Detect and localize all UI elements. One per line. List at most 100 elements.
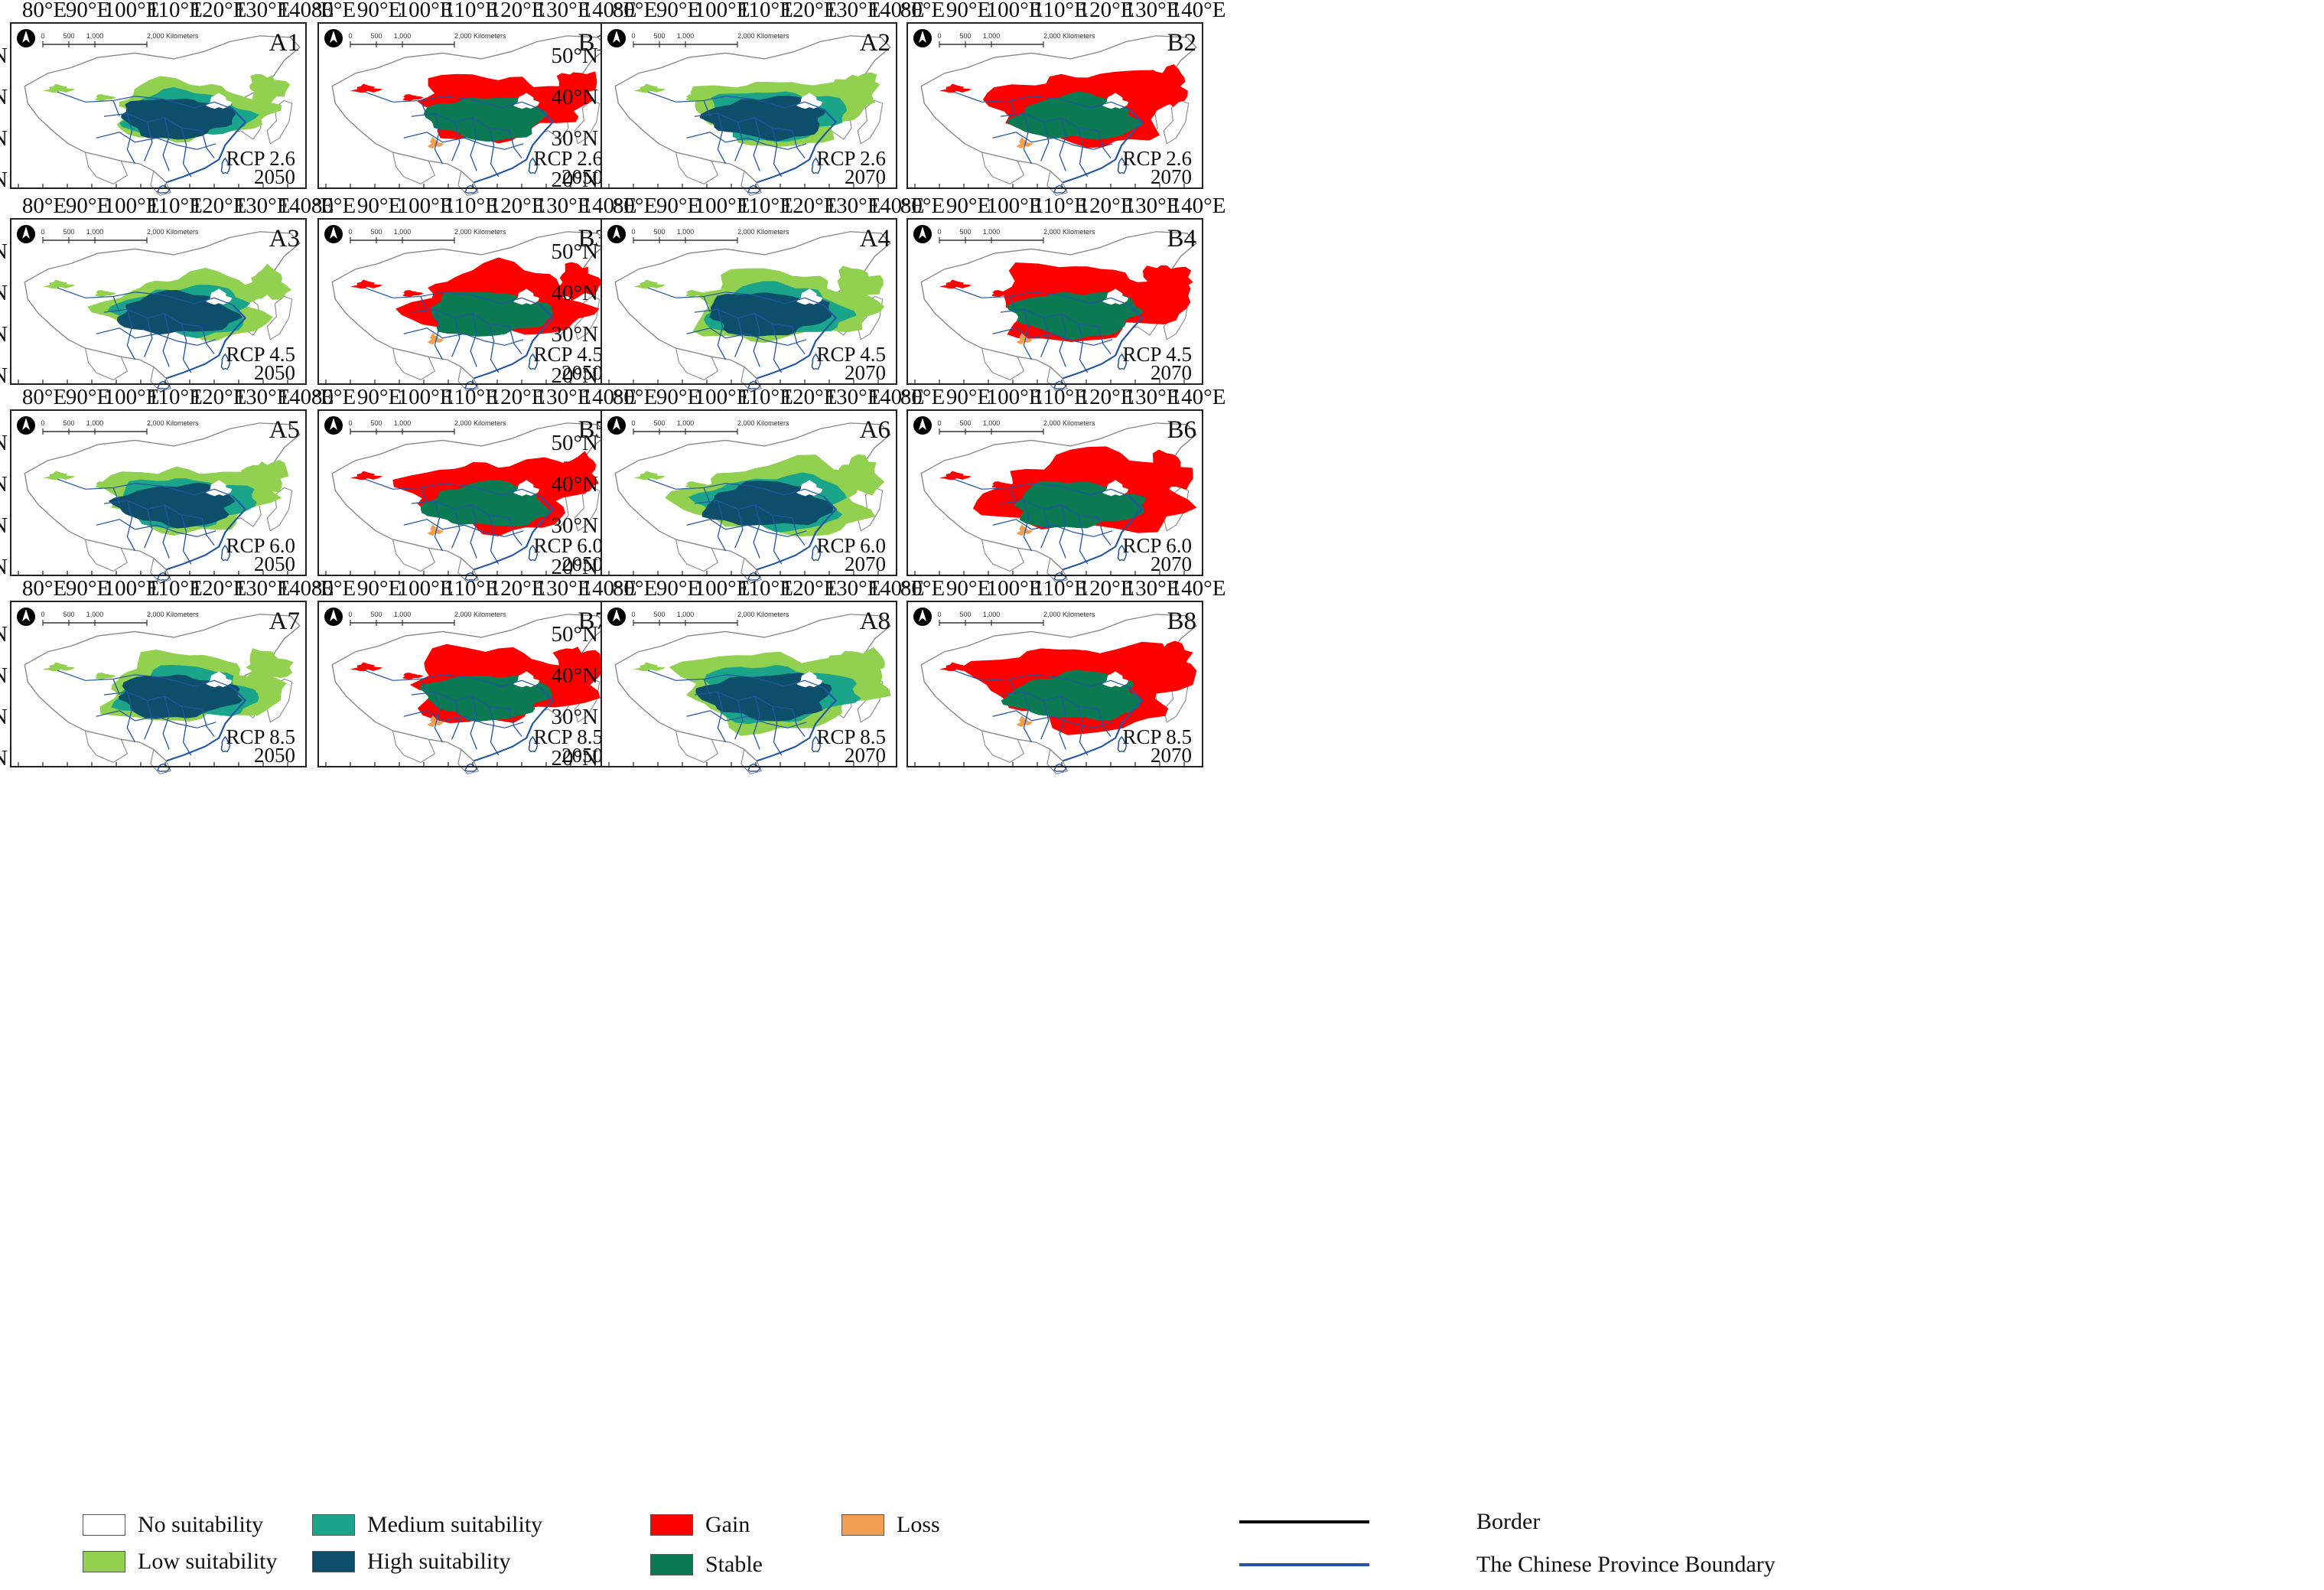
scale-tick-label: 0 [348, 611, 352, 618]
legend-high-suitability: High suitability [312, 1549, 511, 1575]
province-boundary [112, 487, 120, 504]
province-boundary [647, 670, 726, 681]
legend-border: Border [1239, 1509, 1540, 1535]
province-boundary [181, 705, 192, 756]
province-boundary [470, 313, 477, 367]
province-boundary [509, 709, 522, 737]
year-label: 2070 [845, 744, 886, 767]
taiwan-outline [811, 735, 822, 753]
scale-bar: 0 500 1,000 2,000 Kilometers [348, 32, 506, 47]
lon-label: 110°E [1033, 576, 1088, 601]
panel-id-label: A5 [269, 416, 300, 444]
taiwan-outline [528, 735, 539, 753]
taiwan-outline [528, 353, 539, 370]
taiwan-outline [528, 157, 539, 174]
scale-tick-label: 1,000 [394, 419, 412, 427]
province-boundary [694, 500, 793, 519]
lat-label: 40°N [0, 663, 8, 688]
lon-label: 110°E [1033, 194, 1088, 218]
legend: No suitability Low suitability Medium su… [0, 1501, 2324, 1590]
lat-label: 30°N [0, 126, 8, 151]
province-boundary [1059, 696, 1066, 750]
province-boundary [1000, 691, 1099, 710]
scale-tick-label: 1,000 [983, 32, 1001, 40]
province-boundary [174, 679, 233, 689]
coastline [1062, 496, 1144, 571]
lon-label: 140°E [278, 194, 334, 218]
scale-bar: 0 500 1,000 2,000 Kilometers [937, 419, 1095, 435]
scale-tick-label: 1,000 [677, 32, 695, 40]
province-boundary [753, 696, 760, 750]
province-boundary [1098, 709, 1112, 737]
low-suitability-area [95, 481, 117, 489]
province-boundary [1059, 117, 1066, 171]
scenario-label: RCP 2.6 [226, 147, 295, 170]
bohai-sea [513, 93, 540, 109]
north-arrow-needle [613, 226, 620, 239]
bohai-sea [206, 93, 233, 109]
province-boundary [1023, 309, 1033, 360]
low-suitability-area [826, 647, 885, 691]
province-boundary [420, 679, 428, 696]
north-arrow-needle [22, 418, 30, 430]
province-boundary [96, 519, 216, 537]
province-boundary [403, 132, 524, 150]
low-suitability-area [828, 454, 885, 496]
lon-label: 100°E [987, 576, 1043, 601]
province-boundary [144, 700, 153, 740]
province-boundary [126, 113, 136, 165]
province-boundary [364, 287, 443, 298]
neighbor-outline [266, 295, 293, 340]
coastline [473, 305, 555, 380]
scale-tick-label: 500 [959, 611, 971, 618]
province-boundary [162, 696, 170, 750]
province-boundary [57, 287, 135, 298]
lon-label: 130°E [235, 385, 291, 409]
panel-frame [601, 218, 897, 385]
bohai-sea [796, 93, 823, 109]
province-boundary [647, 478, 726, 490]
lon-label: 140°E [278, 0, 334, 22]
province-boundary [411, 112, 509, 132]
low-suitability-area [633, 662, 666, 672]
province-boundary [112, 296, 120, 313]
province-boundary [725, 96, 765, 103]
map-content [601, 601, 897, 774]
province-boundary [764, 488, 824, 497]
panel-id-label: A2 [860, 29, 890, 57]
lon-label: 80°E [613, 0, 657, 22]
province-boundary [144, 509, 153, 549]
province-boundary [96, 327, 216, 346]
map-content [11, 601, 306, 774]
scale-tick-label: 0 [631, 228, 635, 236]
lon-label: 130°E [235, 0, 291, 22]
taiwan-outline [220, 157, 231, 174]
lon-label: 110°E [148, 385, 203, 409]
province-boundary [488, 705, 500, 756]
taiwan-outline [220, 544, 231, 562]
legend-swatch-low-suitability [83, 1551, 125, 1572]
year-label: 2050 [561, 744, 603, 767]
scale-tick-label: 0 [937, 419, 941, 427]
north-arrow-needle [613, 31, 620, 43]
scale-tick-label: 500 [653, 228, 665, 236]
legend-swatch-no-suitability [83, 1514, 125, 1536]
panel-id-label: A3 [269, 225, 300, 253]
province-boundary [201, 130, 215, 158]
scale-tick-label: 500 [653, 419, 665, 427]
lon-label: 90°E [656, 194, 701, 218]
province-boundary [364, 91, 443, 103]
legend-label-medium-suitability: Medium suitability [367, 1512, 543, 1537]
scale-tick-label: 0 [937, 228, 941, 236]
bohai-sea [206, 480, 233, 497]
province-boundary [112, 100, 120, 117]
scale-bar: 0 500 1,000 2,000 Kilometers [631, 32, 789, 47]
scale-tick-label: 500 [370, 419, 382, 427]
low-suitability-area [685, 94, 708, 102]
scale-tick-label: 0 [41, 419, 44, 427]
province-boundary [470, 117, 477, 171]
neighbor-outline [574, 99, 601, 145]
